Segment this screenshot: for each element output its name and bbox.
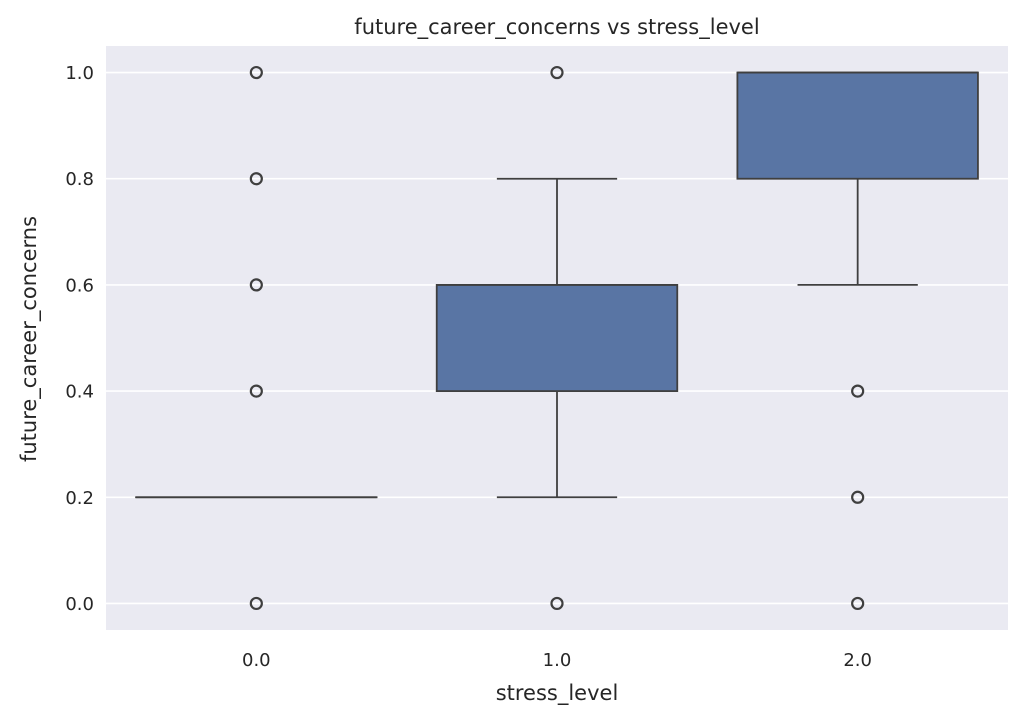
x-tick-label: 0.0 <box>242 650 271 671</box>
y-axis-label: future_career_concerns <box>17 216 42 462</box>
x-axis-ticks: 0.0 1.0 2.0 <box>242 650 872 671</box>
box-group-2.0 <box>736 71 979 611</box>
x-tick-label: 1.0 <box>543 650 572 671</box>
outlier-point <box>851 596 865 611</box>
x-tick-label: 2.0 <box>843 650 872 671</box>
y-tick-label: 0.2 <box>65 488 94 509</box>
outlier-point <box>550 596 564 611</box>
y-tick-label: 1.0 <box>65 63 94 84</box>
outlier-point <box>550 65 564 80</box>
outlier-point <box>249 278 263 292</box>
chart-title: future_career_concerns vs stress_level <box>354 15 759 40</box>
box <box>435 284 679 392</box>
y-tick-label: 0.4 <box>65 382 94 403</box>
y-tick-label: 0.6 <box>65 275 94 296</box>
outlier-point <box>249 65 263 80</box>
box <box>736 71 979 180</box>
box-group-1.0 <box>435 65 679 611</box>
box-group-0.0 <box>135 65 378 611</box>
outlier-point <box>851 490 865 504</box>
outlier-point <box>851 384 865 398</box>
outlier-point <box>249 172 263 186</box>
outlier-point <box>249 596 263 611</box>
outlier-point <box>249 384 263 398</box>
boxes <box>135 65 979 611</box>
y-axis-ticks: 0.0 0.2 0.4 0.6 0.8 1.0 <box>65 63 94 615</box>
y-tick-label: 0.8 <box>65 169 94 190</box>
y-tick-label: 0.0 <box>65 594 94 615</box>
x-axis-label: stress_level <box>496 681 619 706</box>
